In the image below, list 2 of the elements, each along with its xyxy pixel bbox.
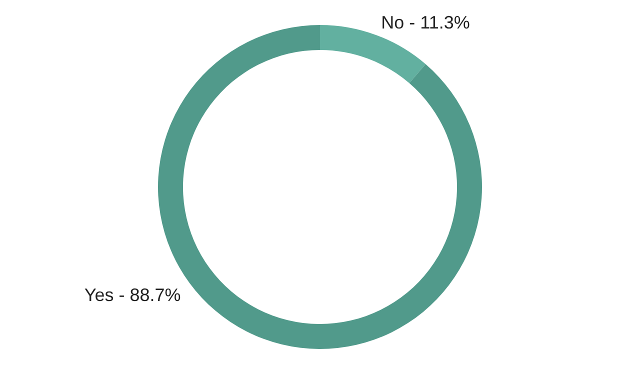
slice-label: No - 11.3% (381, 12, 470, 32)
slice-label: Yes - 88.7% (84, 284, 181, 305)
